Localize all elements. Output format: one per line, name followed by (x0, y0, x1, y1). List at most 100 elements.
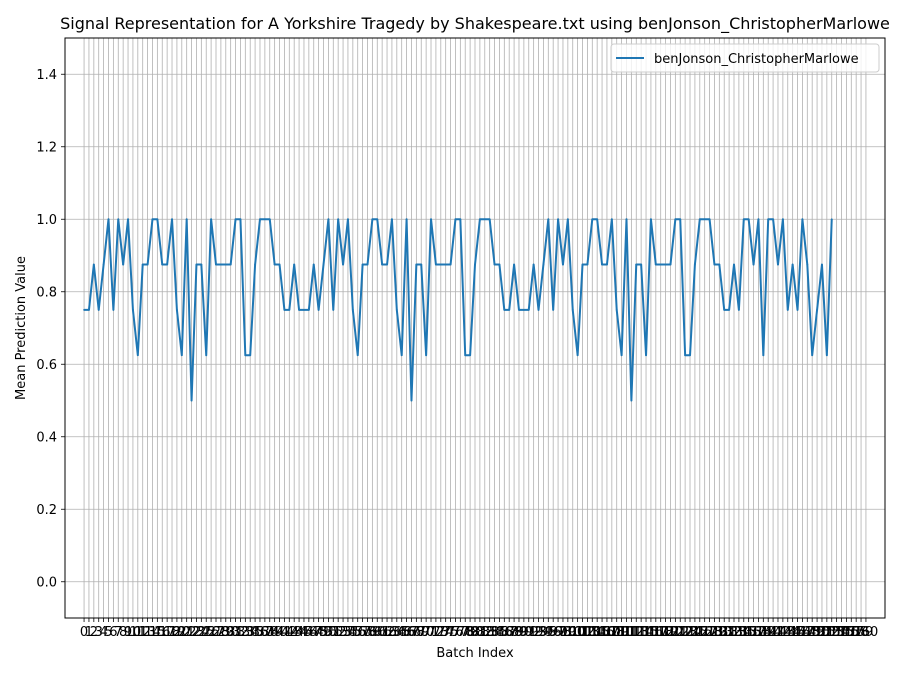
data-point (762, 354, 765, 357)
x-tick-label: 141 (761, 625, 786, 640)
x-tick-label: 72 (428, 625, 445, 640)
x-tick-label: 156 (834, 625, 859, 640)
x-tick-label: 61 (374, 625, 391, 640)
x-tick-label: 1 (85, 625, 93, 640)
data-point (190, 399, 193, 402)
data-point (92, 263, 95, 266)
data-point (547, 218, 550, 221)
x-tick-label: 95 (540, 625, 557, 640)
data-point (503, 308, 506, 311)
data-point (83, 308, 85, 311)
x-tick-label: 152 (814, 625, 839, 640)
x-tick-label: 39 (266, 625, 283, 640)
x-tick-label: 138 (746, 625, 771, 640)
data-point (420, 263, 423, 266)
x-tick-label: 135 (731, 625, 756, 640)
data-point (723, 308, 726, 311)
x-tick-label: 79 (462, 625, 479, 640)
data-point (830, 218, 833, 221)
x-tick-label: 136 (736, 625, 761, 640)
x-tick-label: 56 (349, 625, 366, 640)
data-point (601, 263, 603, 266)
x-tick-label: 32 (232, 625, 249, 640)
data-point (234, 218, 237, 221)
x-tick-label: 131 (712, 625, 737, 640)
x-tick-label: 70 (418, 625, 435, 640)
data-point (488, 218, 491, 221)
data-point (811, 354, 814, 357)
data-point (171, 218, 173, 221)
x-tick-label: 58 (359, 625, 376, 640)
data-point (449, 263, 452, 266)
x-tick-label: 75 (442, 625, 459, 640)
data-point (268, 218, 271, 221)
data-point (552, 308, 555, 311)
x-tick-label: 123 (673, 625, 698, 640)
x-tick-label: 118 (648, 625, 673, 640)
x-tick-label: 150 (805, 625, 830, 640)
data-point (689, 354, 691, 357)
x-tick-label: 38 (261, 625, 278, 640)
x-tick-label: 100 (560, 625, 585, 640)
data-point (728, 308, 731, 311)
data-point (122, 263, 125, 266)
x-tick-label: 158 (844, 625, 869, 640)
data-point (254, 263, 256, 266)
data-point (161, 263, 164, 266)
x-tick-label: 50 (320, 625, 337, 640)
data-point (381, 263, 384, 266)
data-point (679, 218, 682, 221)
x-tick-label: 154 (824, 625, 849, 640)
x-tick-label: 62 (379, 625, 396, 640)
y-tick-label: 1.2 (36, 140, 57, 155)
data-point (273, 263, 276, 266)
x-tick-label: 151 (810, 625, 835, 640)
x-tick-label: 78 (457, 625, 474, 640)
x-tick-label: 15 (149, 625, 166, 640)
x-tick-label: 44 (291, 625, 308, 640)
data-point (249, 354, 252, 357)
x-tick-label: 145 (780, 625, 805, 640)
data-point (366, 263, 369, 266)
x-tick-label: 116 (639, 625, 664, 640)
data-point (156, 218, 159, 221)
data-point (322, 263, 325, 266)
data-point (332, 308, 335, 311)
data-point (444, 263, 447, 266)
x-tick-label: 68 (408, 625, 425, 640)
data-point (493, 263, 496, 266)
data-point (747, 218, 750, 221)
x-tick-label: 37 (257, 625, 274, 640)
x-tick-label: 0 (80, 625, 88, 640)
data-point (317, 308, 320, 311)
data-point (356, 354, 359, 357)
data-point (400, 354, 403, 357)
x-tick-label: 25 (198, 625, 215, 640)
data-point (405, 218, 408, 221)
x-tick-label: 129 (702, 625, 727, 640)
data-point (786, 308, 789, 311)
x-axis-ticks: 0123456789101112131415161718192021222324… (80, 618, 878, 640)
x-tick-label: 16 (154, 625, 171, 640)
x-tick-label: 80 (467, 625, 484, 640)
x-tick-label: 132 (717, 625, 742, 640)
x-tick-label: 84 (486, 625, 503, 640)
x-tick-label: 55 (345, 625, 362, 640)
x-tick-label: 99 (560, 625, 577, 640)
x-tick-label: 103 (575, 625, 600, 640)
y-axis-ticks: 0.0 0.2 0.4 0.6 0.8 1.0 1.2 1.4 (36, 68, 65, 590)
data-point (825, 354, 828, 357)
y-tick-label: 0.8 (36, 285, 57, 300)
y-tick-label: 0.0 (36, 575, 57, 590)
x-tick-label: 146 (785, 625, 810, 640)
data-point (464, 354, 467, 357)
data-point (654, 263, 657, 266)
data-point (791, 263, 794, 266)
x-tick-label: 107 (595, 625, 620, 640)
x-tick-label: 26 (203, 625, 220, 640)
x-tick-label: 134 (726, 625, 751, 640)
data-point (224, 263, 227, 266)
x-tick-label: 57 (354, 625, 371, 640)
x-tick-label: 45 (296, 625, 313, 640)
